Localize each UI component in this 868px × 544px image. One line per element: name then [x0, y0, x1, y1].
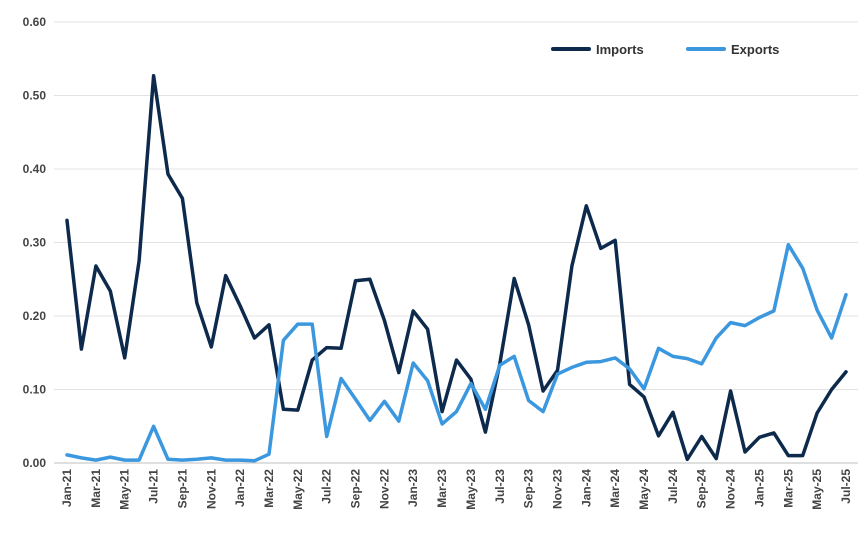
- x-axis: Jan-21 Mar-21 May-21 Jul-21 Sep-21 Nov-21 Jan-…: [54, 462, 858, 510]
- x-tick-label: Jul-21: [147, 469, 161, 504]
- x-tick-label: Jul-23: [493, 469, 507, 504]
- x-tick-label: Mar-21: [89, 469, 103, 508]
- gridlines: [54, 21, 858, 464]
- x-tick-label: Jan-21: [60, 469, 74, 507]
- x-tick-label: Mar-25: [781, 469, 795, 508]
- x-tick-label: Sep-24: [695, 469, 709, 509]
- y-tick-label: 0.40: [23, 162, 47, 176]
- y-tick-label: 0.00: [23, 456, 47, 470]
- x-tick-label: May-22: [291, 469, 305, 510]
- y-tick-label: 0.20: [23, 309, 47, 323]
- x-tick-label: Sep-22: [349, 469, 363, 509]
- x-tick-label: May-21: [118, 469, 132, 510]
- series-points-imports: [66, 75, 847, 460]
- x-tick-label: Nov-24: [724, 469, 738, 509]
- x-tick-label: Jul-24: [666, 469, 680, 504]
- series-line-exports: [65, 242, 848, 463]
- series-line-imports: [65, 73, 848, 462]
- legend: Imports Exports: [551, 42, 779, 57]
- x-tick-label: Jan-24: [579, 469, 593, 507]
- x-tick-label: Mar-22: [262, 469, 276, 508]
- x-tick-label: Jul-25: [839, 469, 853, 504]
- y-axis: 0.00 0.10 0.20 0.30 0.40 0.50 0.60: [23, 15, 47, 470]
- x-tick-label: Sep-23: [522, 469, 536, 509]
- y-tick-label: 0.60: [23, 15, 47, 29]
- y-tick-label: 0.10: [23, 383, 47, 397]
- legend-label-exports: Exports: [731, 42, 779, 57]
- x-tick-label: Jan-22: [233, 469, 247, 507]
- x-tick-label: May-23: [464, 469, 478, 510]
- x-tick-label: May-25: [810, 469, 824, 510]
- series-lines: [65, 73, 848, 463]
- x-tick-label: Nov-23: [550, 469, 564, 509]
- y-tick-label: 0.30: [23, 236, 47, 250]
- x-tick-label: Jan-25: [752, 469, 766, 507]
- x-tick-label: Nov-22: [377, 469, 391, 509]
- legend-label-imports: Imports: [596, 42, 644, 57]
- x-tick-label: Jan-23: [406, 469, 420, 507]
- x-tick-label: Sep-21: [175, 469, 189, 509]
- x-tick-label: Jul-22: [320, 469, 334, 504]
- series-points-exports: [66, 244, 847, 461]
- x-tick-label: Nov-21: [204, 469, 218, 509]
- y-tick-label: 0.50: [23, 89, 47, 103]
- x-tick-label: Mar-23: [435, 469, 449, 508]
- x-tick-label: May-24: [637, 469, 651, 510]
- x-tick-label: Mar-24: [608, 469, 622, 508]
